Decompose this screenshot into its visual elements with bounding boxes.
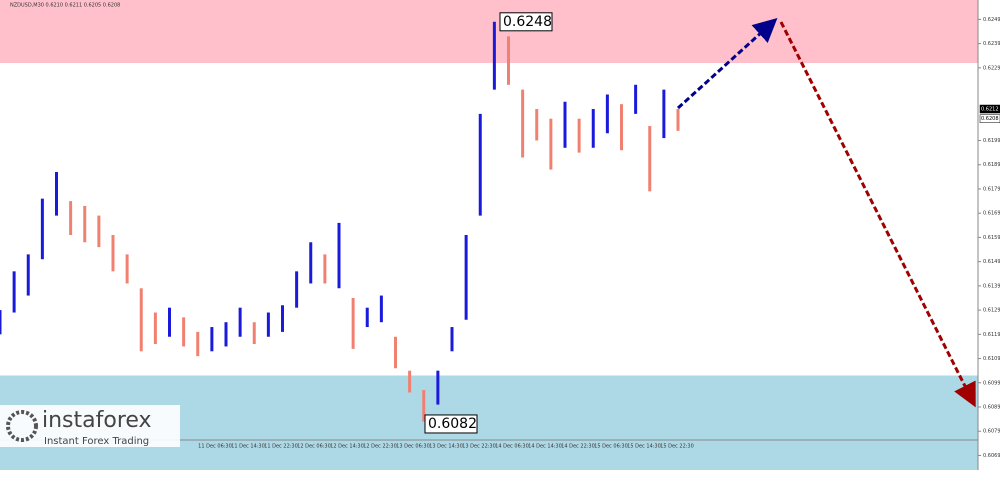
logo-icon bbox=[6, 410, 38, 442]
y-tick-label: 0.6169 bbox=[983, 211, 1000, 217]
x-tick-label: 14 Dec 06:30 bbox=[495, 444, 529, 450]
x-tick-label: 14 Dec 22:30 bbox=[561, 444, 595, 450]
y-tick-label: 0.6079 bbox=[983, 429, 1000, 435]
x-tick-label: 15 Dec 14:30 bbox=[627, 444, 661, 450]
y-tick-label: 0.6089 bbox=[983, 405, 1000, 411]
x-tick-label: 13 Dec 06:30 bbox=[396, 444, 430, 450]
y-tick-label: 0.6229 bbox=[983, 65, 1000, 71]
forecast-arrow-up bbox=[676, 17, 778, 110]
x-tick-label: 14 Dec 14:30 bbox=[528, 444, 562, 450]
price-label: 0.6208 bbox=[981, 116, 999, 122]
logo-bg bbox=[0, 405, 180, 447]
price-label: 0.6212 bbox=[981, 107, 999, 113]
x-tick-label: 11 Dec 14:30 bbox=[231, 444, 265, 450]
chart-title: NZDUSD,M30 0.6210 0.6211 0.6205 0.6208 bbox=[10, 3, 120, 9]
x-tick-label: 15 Dec 22:30 bbox=[660, 444, 694, 450]
forecast-arrow-down bbox=[779, 21, 976, 408]
y-tick-label: 0.6249 bbox=[983, 17, 1000, 23]
x-tick-label: 11 Dec 22:30 bbox=[264, 444, 298, 450]
y-tick-label: 0.6139 bbox=[983, 283, 1000, 289]
logo: instaforex Instant Forex Trading bbox=[0, 405, 180, 447]
annotation: 0.6082 bbox=[428, 416, 477, 432]
annotation-box bbox=[499, 12, 553, 32]
x-tick-label: 13 Dec 14:30 bbox=[429, 444, 463, 450]
y-tick-label: 0.6159 bbox=[983, 235, 1000, 241]
y-tick-label: 0.6119 bbox=[983, 332, 1000, 338]
y-tick-label: 0.6129 bbox=[983, 308, 1000, 314]
y-tick-label: 0.6099 bbox=[983, 380, 1000, 386]
price-label-box bbox=[979, 114, 1000, 123]
y-tick-label: 0.6199 bbox=[983, 138, 1000, 144]
price-label-box bbox=[979, 104, 1000, 114]
x-tick-label: 11 Dec 06:30 bbox=[198, 444, 232, 450]
annotation: 0.6248 bbox=[503, 14, 552, 30]
y-tick-label: 0.6179 bbox=[983, 186, 1000, 192]
y-tick-label: 0.6189 bbox=[983, 162, 1000, 168]
zone bbox=[0, 0, 978, 63]
brand-name: instaforex bbox=[42, 408, 152, 433]
x-tick-label: 12 Dec 06:30 bbox=[297, 444, 331, 450]
x-tick-label: 12 Dec 22:30 bbox=[363, 444, 397, 450]
y-tick-label: 0.6149 bbox=[983, 259, 1000, 265]
y-tick-label: 0.6069 bbox=[983, 453, 1000, 459]
x-tick-label: 13 Dec 22:30 bbox=[462, 444, 496, 450]
annotation-box bbox=[424, 414, 478, 434]
y-tick-label: 0.6239 bbox=[983, 41, 1000, 47]
y-tick-label: 0.6109 bbox=[983, 356, 1000, 362]
x-tick-label: 12 Dec 14:30 bbox=[330, 444, 364, 450]
brand-tagline: Instant Forex Trading bbox=[44, 436, 149, 447]
x-tick-label: 15 Dec 06:30 bbox=[594, 444, 628, 450]
